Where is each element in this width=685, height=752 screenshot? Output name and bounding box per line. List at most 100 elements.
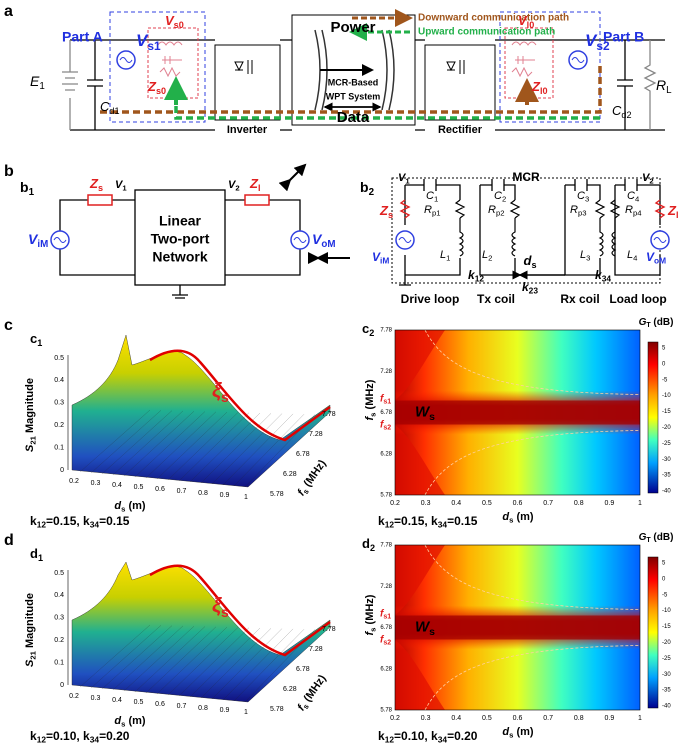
- label: S21 Magnitude: [24, 593, 37, 667]
- text-part: c: [30, 331, 37, 346]
- x-tick-label: 0.5: [482, 500, 492, 507]
- x-tick-label: 0.2: [390, 715, 400, 722]
- x-tick-label: 1: [244, 709, 248, 716]
- label: Cd2: [612, 103, 632, 120]
- text-part: V: [642, 172, 651, 184]
- colorbar-tick-label: -35: [662, 473, 671, 479]
- text-part: C: [612, 103, 622, 118]
- surface-mesh: [189, 412, 261, 483]
- f-tick-label: 7.78: [322, 411, 336, 418]
- text-part: V: [136, 31, 149, 50]
- heatmap-lobe: [395, 425, 445, 495]
- colorbar-tick-label: 0: [662, 361, 666, 367]
- subscript: 34: [90, 520, 100, 530]
- surface-mesh: [101, 410, 173, 475]
- text-part: ξ: [212, 595, 222, 617]
- text-part: (dB): [651, 532, 674, 543]
- plot-frame: [394, 329, 641, 496]
- text-part: C: [426, 190, 434, 202]
- heatmap-lobe: [395, 545, 445, 615]
- text-part: R: [488, 204, 496, 216]
- loop-label: Drive loop: [401, 292, 460, 306]
- surface-mesh: [233, 414, 305, 487]
- x-tick-label: 0.4: [451, 500, 461, 507]
- subscript: 12: [37, 735, 47, 745]
- text-part: =0.20: [447, 729, 478, 743]
- subscript: s: [368, 413, 377, 417]
- ridge-curve: [149, 349, 331, 442]
- subscript: p3: [578, 208, 587, 217]
- label: MCR: [512, 170, 540, 184]
- label: L2: [482, 249, 492, 262]
- caption: k12=0.15, k34=0.15: [378, 514, 478, 530]
- text-part: R: [656, 77, 666, 93]
- caption: k12=0.10, k34=0.20: [378, 729, 478, 745]
- subscript: 2: [502, 194, 506, 203]
- subscript: oM: [321, 239, 335, 250]
- surface-mesh: [156, 411, 228, 480]
- z-tick-label: 0: [60, 467, 64, 474]
- figure-content: a Part A Part B Downward communication path…: [4, 3, 678, 745]
- surface-mesh: [178, 627, 250, 697]
- text-part: k: [378, 514, 385, 528]
- text-part: C: [577, 190, 585, 202]
- label: GT (dB): [639, 532, 674, 544]
- f-tick-label: 7.28: [309, 431, 323, 438]
- colorbar-tick-label: -30: [662, 457, 671, 463]
- subscript: 2: [369, 328, 374, 338]
- legend-entry: Upward communication path: [418, 27, 555, 38]
- label: V1: [115, 179, 127, 192]
- label: C4: [627, 190, 640, 203]
- text-part: =0.15: [447, 514, 478, 528]
- text-part: d: [523, 253, 532, 268]
- subscript: s: [301, 487, 311, 496]
- subscript: 4: [635, 194, 640, 203]
- y-tick-label: 5.78: [380, 493, 392, 499]
- colorbar-tick-label: -20: [662, 640, 671, 646]
- text-part: f: [295, 702, 308, 713]
- part-label: Part B: [603, 29, 644, 45]
- text-part: =0.10, k: [394, 729, 438, 743]
- x-tick-label: 1: [638, 715, 642, 722]
- subscript: 1: [122, 183, 127, 192]
- colorbar: [647, 556, 659, 709]
- text-part: c: [362, 321, 369, 336]
- label: fs (MHz): [295, 672, 330, 714]
- x-tick-label: 0.5: [482, 715, 492, 722]
- loop-label: Tx coil: [477, 292, 515, 306]
- label: fs2: [380, 634, 391, 646]
- label: V1: [398, 172, 410, 185]
- x-tick-label: 0.8: [198, 705, 208, 712]
- text-part: Magnitude: [24, 378, 36, 436]
- surface-mesh: [112, 410, 184, 476]
- x-tick-label: 0.8: [574, 715, 584, 722]
- text-part: V: [28, 231, 39, 247]
- subscript: 1: [446, 253, 450, 262]
- text-part: k: [30, 729, 37, 743]
- subscript: s: [301, 702, 311, 711]
- y-tick-label: 6.78: [380, 625, 392, 631]
- subscript: 2: [369, 187, 375, 198]
- label: C3: [577, 190, 589, 203]
- caption: k12=0.15, k34=0.15: [30, 514, 130, 530]
- text-part: Z: [147, 79, 157, 94]
- label: ds (m): [502, 511, 534, 524]
- label: Zl: [667, 203, 678, 220]
- subscript: s: [429, 626, 435, 638]
- subscript: l0: [527, 20, 535, 30]
- text-part: E: [30, 73, 40, 89]
- subscript: 2: [370, 543, 375, 553]
- subscript: 2: [488, 253, 492, 262]
- x-tick-label: 0.7: [177, 488, 187, 495]
- f-tick-label: 5.78: [270, 706, 284, 713]
- x-tick-label: 1: [244, 494, 248, 501]
- label: Rp4: [625, 204, 642, 217]
- text-part: V: [372, 250, 381, 264]
- subscript: oM: [654, 256, 666, 266]
- text-part: L: [440, 249, 446, 261]
- surface-mesh: [145, 411, 217, 479]
- label: Ws: [415, 403, 435, 422]
- subscript: s: [509, 515, 513, 524]
- subscript: 3: [586, 253, 590, 262]
